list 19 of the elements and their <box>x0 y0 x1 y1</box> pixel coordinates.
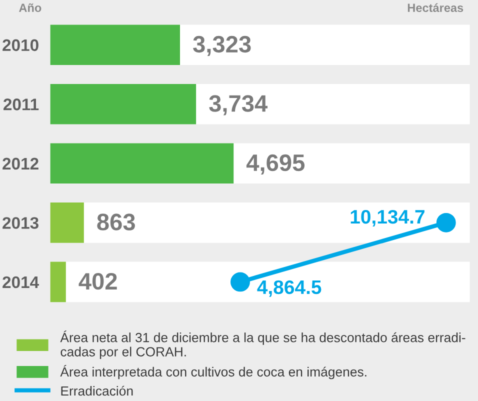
bar <box>50 202 84 243</box>
y-tick-label: 2013 <box>2 217 38 229</box>
y-tick-label: 2014 <box>2 276 39 288</box>
y-tick-label: 2010 <box>2 39 38 52</box>
x-axis-title: Hectáreas <box>408 3 464 12</box>
legend-label: Erradicación <box>61 386 133 396</box>
y-tick-label: 2011 <box>4 98 39 110</box>
legend-label: Área neta al 31 de diciembre a la que se ha descontado áreas erradi- cadas por el CORAH. <box>60 330 466 360</box>
legend-label: Área interpretada con cultivos de coca en imágenes. <box>60 365 366 380</box>
data-label: 402 <box>78 272 117 290</box>
bar <box>50 262 66 302</box>
data-label: 3,323 <box>193 36 251 56</box>
y-axis-title: Año <box>19 3 42 12</box>
data-label: 4,864.5 <box>257 280 322 297</box>
y-tick-label: 2012 <box>2 158 38 170</box>
data-label: 10,134.7 <box>350 210 424 227</box>
data-label: 863 <box>97 214 135 230</box>
data-label: 3,734 <box>209 95 268 116</box>
data-label: 4,695 <box>246 154 305 175</box>
